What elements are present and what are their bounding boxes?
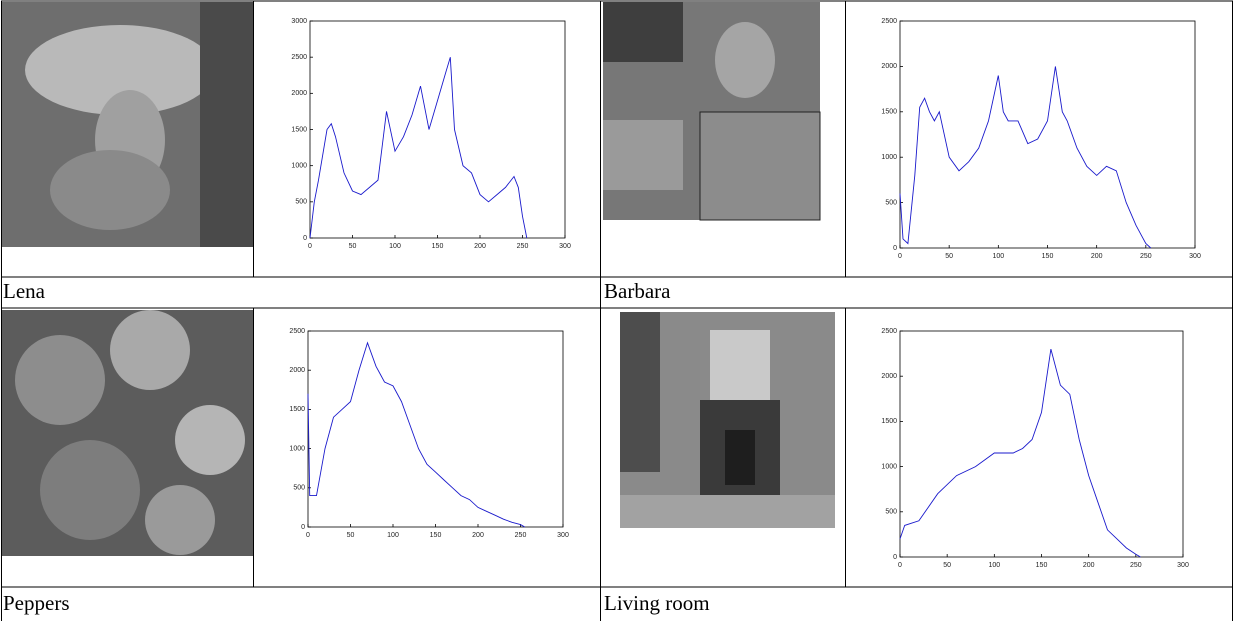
x-tick-label: 200	[1083, 562, 1095, 569]
x-tick-label: 200	[474, 243, 486, 250]
y-tick-label: 2500	[291, 54, 307, 61]
y-tick-label: 2000	[289, 367, 305, 374]
x-tick-label: 0	[308, 243, 312, 250]
y-tick-label: 2000	[881, 63, 897, 70]
x-tick-label: 0	[306, 532, 310, 539]
y-tick-label: 2500	[881, 328, 897, 335]
x-tick-label: 0	[898, 253, 902, 260]
y-tick-label: 500	[885, 199, 897, 206]
y-tick-label: 0	[303, 235, 307, 242]
caption: Living room	[604, 591, 710, 615]
histogram-line	[899, 348, 1141, 558]
y-tick-label: 1500	[881, 418, 897, 425]
y-tick-label: 3000	[291, 18, 307, 25]
x-tick-label: 250	[515, 532, 527, 539]
histogram-line	[899, 66, 1152, 249]
y-tick-label: 1000	[291, 163, 307, 170]
x-tick-label: 200	[472, 532, 484, 539]
caption: Lena	[3, 279, 46, 303]
x-tick-label: 300	[557, 532, 569, 539]
x-tick-label: 100	[387, 532, 399, 539]
histogram-line	[307, 341, 526, 528]
x-tick-label: 150	[430, 532, 442, 539]
y-tick-label: 500	[295, 199, 307, 206]
x-tick-label: 0	[898, 562, 902, 569]
x-tick-label: 250	[1130, 562, 1142, 569]
plot-area	[899, 20, 1196, 249]
x-tick-label: 50	[347, 532, 355, 539]
x-tick-label: 150	[1042, 253, 1054, 260]
y-tick-label: 1000	[881, 154, 897, 161]
x-tick-label: 150	[1036, 562, 1048, 569]
y-tick-label: 1000	[289, 445, 305, 452]
photo-living-room	[620, 312, 835, 528]
histogram: 0 50 100 150 200 250 300 0 500 1000 1500 2000 2500	[881, 18, 1201, 260]
caption: Peppers	[3, 591, 70, 615]
x-tick-label: 50	[349, 243, 357, 250]
y-tick-label: 2500	[881, 18, 897, 25]
y-tick-label: 1000	[881, 463, 897, 470]
plot-area	[309, 20, 566, 239]
photo-peppers	[2, 310, 253, 556]
y-tick-label: 500	[293, 485, 305, 492]
y-tick-label: 2000	[291, 90, 307, 97]
y-tick-label: 0	[893, 245, 897, 252]
x-tick-label: 250	[517, 243, 529, 250]
plot-area	[899, 330, 1184, 558]
x-tick-label: 300	[1189, 253, 1201, 260]
histogram: 0 50 100 150 200 250 300 0 500 1000 1500 2000 2500	[289, 328, 569, 539]
y-tick-label: 1500	[291, 126, 307, 133]
x-tick-label: 100	[988, 562, 1000, 569]
y-tick-label: 500	[885, 509, 897, 516]
x-tick-label: 50	[943, 562, 951, 569]
y-tick-label: 0	[893, 554, 897, 561]
histogram-line	[309, 57, 528, 239]
plot-area	[307, 330, 564, 528]
photo-lena	[2, 2, 253, 247]
y-tick-label: 2500	[289, 328, 305, 335]
photo-barbara	[603, 2, 821, 221]
y-tick-label: 1500	[289, 406, 305, 413]
x-tick-label: 200	[1091, 253, 1103, 260]
y-tick-label: 1500	[881, 109, 897, 116]
caption: Barbara	[604, 279, 671, 303]
x-tick-label: 50	[945, 253, 953, 260]
x-tick-label: 300	[559, 243, 571, 250]
x-tick-label: 100	[992, 253, 1004, 260]
histogram: 0 50 100 150 200 250 300 0 500 1000 1500 2000 2500	[881, 328, 1189, 569]
y-tick-label: 2000	[881, 373, 897, 380]
x-tick-label: 300	[1177, 562, 1189, 569]
x-tick-label: 150	[432, 243, 444, 250]
x-tick-label: 250	[1140, 253, 1152, 260]
x-tick-label: 100	[389, 243, 401, 250]
histogram: 0 50 100 150 200 250 3000500100015002000250030…	[291, 18, 571, 250]
y-tick-label: 0	[301, 524, 305, 531]
